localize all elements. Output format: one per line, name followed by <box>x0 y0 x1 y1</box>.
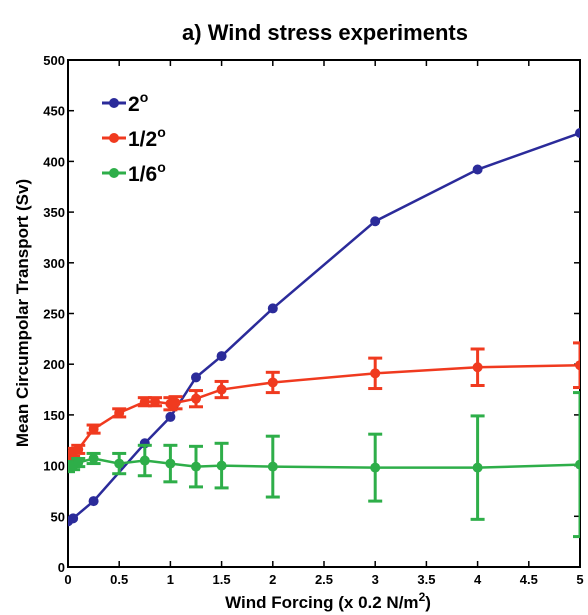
data-point <box>216 384 227 395</box>
x-tick-label: 1 <box>167 572 174 587</box>
data-point <box>88 496 99 507</box>
x-tick-label: 4 <box>474 572 482 587</box>
x-tick-label: 0 <box>64 572 71 587</box>
data-point <box>191 372 201 383</box>
legend-label-text: 2 <box>128 93 140 116</box>
x-tick-label: 2 <box>269 572 276 587</box>
data-point <box>139 396 150 407</box>
x-axis-label-text: Wind Forcing (x 0.2 N/m <box>225 593 418 612</box>
legend-label: 1/2o <box>128 124 166 151</box>
y-tick-label: 400 <box>43 154 65 169</box>
legend-item: 1/2o <box>102 124 166 151</box>
y-axis-label: Mean Circumpolar Transport (Sv) <box>13 179 32 447</box>
legend-marker <box>109 98 119 108</box>
data-point <box>88 453 99 464</box>
x-axis-label-end: ) <box>425 593 431 612</box>
data-point <box>216 351 227 362</box>
data-point <box>114 458 125 469</box>
x-tick-label: 3 <box>372 572 379 587</box>
y-tick-label: 200 <box>43 357 65 372</box>
legend-item: 1/6o <box>102 159 166 186</box>
data-point <box>68 513 79 524</box>
chart-title: a) Wind stress experiments <box>182 20 468 45</box>
legend: 2o1/2o1/6o <box>102 89 166 186</box>
data-point <box>114 407 125 418</box>
legend-label-text: 1/6 <box>128 163 157 186</box>
legend-label-superscript: o <box>157 159 166 175</box>
y-tick-label: 50 <box>51 509 65 524</box>
x-tick-label: 0.5 <box>110 572 128 587</box>
data-point <box>73 444 84 455</box>
data-point <box>216 460 227 471</box>
data-point <box>370 216 381 227</box>
data-point <box>139 455 150 466</box>
data-point <box>472 462 483 473</box>
data-point <box>370 368 381 379</box>
y-tick-label: 100 <box>43 459 65 474</box>
data-point <box>191 461 201 472</box>
y-tick-label: 150 <box>43 408 65 423</box>
x-tick-label: 2.5 <box>315 572 333 587</box>
y-tick-label: 450 <box>43 104 65 119</box>
x-tick-label: 4.5 <box>520 572 538 587</box>
legend-item: 2o <box>102 89 148 116</box>
data-point <box>575 459 580 470</box>
legend-label: 2o <box>128 89 148 116</box>
y-tick-label: 350 <box>43 205 65 220</box>
data-point <box>88 424 99 435</box>
data-point <box>575 128 580 139</box>
legend-label-superscript: o <box>157 124 166 140</box>
legend-label-superscript: o <box>140 89 149 105</box>
legend-marker <box>109 133 119 143</box>
y-axis: 0 50 100 150 200 250 300 350 400 450 500 <box>43 53 580 575</box>
data-point <box>370 462 381 473</box>
series-1 <box>68 128 580 527</box>
data-point <box>267 303 278 314</box>
y-tick-label: 300 <box>43 256 65 271</box>
data-point <box>170 397 181 408</box>
y-tick-label: 500 <box>43 53 65 68</box>
data-point <box>150 396 161 407</box>
legend-marker <box>109 168 119 178</box>
data-point <box>472 362 483 373</box>
data-point <box>191 393 201 404</box>
x-axis: 0 0.5 1 1.5 2 2.5 3 3.5 4 4.5 5 <box>64 60 584 587</box>
x-tick-label: 3.5 <box>417 572 435 587</box>
series-2 <box>68 341 580 462</box>
series-layer <box>68 128 580 539</box>
data-point <box>575 360 580 371</box>
data-point <box>267 377 278 388</box>
data-point <box>73 457 84 468</box>
data-point <box>472 164 483 175</box>
x-tick-label: 5 <box>576 572 583 587</box>
legend-label: 1/6o <box>128 159 166 186</box>
x-axis-label: Wind Forcing (x 0.2 N/m2) <box>225 590 431 612</box>
legend-label-text: 1/2 <box>128 128 157 151</box>
data-point <box>165 458 176 469</box>
data-point <box>267 461 278 472</box>
data-point <box>165 411 176 422</box>
series-3 <box>68 391 580 539</box>
x-axis-label-superscript: 2 <box>419 590 426 604</box>
y-tick-label: 250 <box>43 307 65 322</box>
y-tick-label: 0 <box>58 560 65 575</box>
x-tick-label: 1.5 <box>213 572 231 587</box>
